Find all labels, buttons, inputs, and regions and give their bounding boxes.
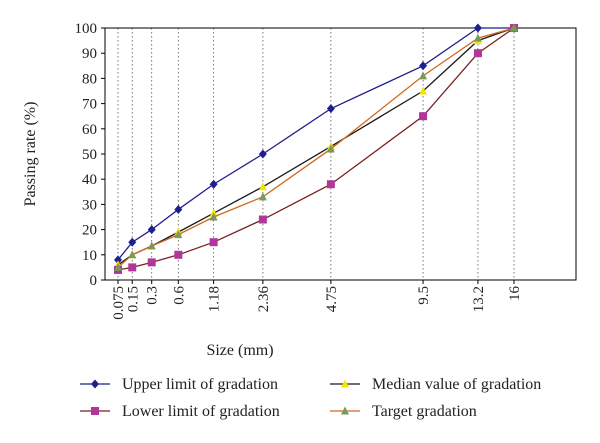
legend-label: Target gradation	[372, 403, 477, 420]
legend: Upper limit of gradation Median value of …	[80, 376, 541, 420]
target-marker	[114, 262, 122, 271]
target-marker	[419, 71, 428, 80]
target-marker	[174, 230, 183, 239]
upper-limit-marker	[473, 23, 482, 33]
target-marker	[128, 250, 137, 259]
x-tick-label: 0.3	[145, 286, 161, 305]
target-marker	[209, 212, 218, 221]
x-tick-label: 0.15	[125, 286, 141, 312]
target-marker	[258, 192, 267, 201]
target-marker	[510, 23, 518, 32]
x-tick-label: 4.75	[324, 286, 340, 312]
lower-limit-marker	[174, 250, 183, 259]
legend-label: Upper limit of gradation	[122, 376, 278, 393]
y-tick-label: 60	[82, 122, 97, 138]
target-marker	[326, 144, 335, 153]
upper-limit-line	[117, 27, 514, 261]
x-tick-label: 0.6	[171, 286, 187, 305]
series-3	[114, 23, 518, 271]
y-tick-label: 40	[82, 172, 97, 188]
legend-marker	[91, 407, 99, 415]
lower-limit-marker	[128, 263, 137, 272]
legend-item-1: Median value of gradation	[330, 376, 541, 393]
y-tick-label: 30	[82, 197, 97, 213]
median-marker	[258, 182, 267, 191]
x-axis-title: Size (mm)	[206, 342, 273, 359]
y-tick-label: 90	[82, 46, 97, 62]
y-tick-label: 10	[82, 248, 97, 264]
upper-limit-marker	[174, 204, 183, 214]
upper-limit-marker	[258, 149, 267, 159]
lower-limit-marker	[258, 215, 267, 224]
legend-label: Median value of gradation	[372, 376, 541, 393]
y-axis-ticks: 0 10 20 30 40 50 60 70 80 90 100	[75, 21, 105, 289]
median-marker	[419, 86, 428, 95]
x-tick-label: 1.18	[207, 286, 223, 312]
lower-limit-marker	[419, 112, 428, 121]
upper-limit-marker	[209, 179, 218, 189]
y-tick-label: 70	[82, 97, 97, 113]
legend-marker	[91, 379, 99, 389]
upper-limit-marker	[128, 237, 137, 247]
y-axis-title: Passing rate (%)	[22, 102, 39, 207]
upper-limit-marker	[114, 255, 122, 265]
lower-limit-marker	[147, 258, 156, 267]
series-layer	[114, 23, 518, 274]
y-tick-label: 50	[82, 147, 97, 163]
legend-item-2: Lower limit of gradation	[80, 403, 280, 420]
x-tick-label: 9.5	[416, 286, 432, 305]
lower-limit-marker	[209, 238, 218, 247]
lower-limit-line	[117, 27, 515, 271]
x-tick-label: 2.36	[256, 286, 272, 313]
upper-limit-marker	[419, 61, 428, 71]
lower-limit-marker	[473, 49, 482, 58]
legend-label: Lower limit of gradation	[122, 403, 280, 420]
y-tick-label: 20	[82, 223, 97, 239]
y-tick-label: 100	[75, 21, 98, 37]
target-marker	[473, 33, 482, 42]
legend-item-0: Upper limit of gradation	[80, 376, 278, 393]
upper-limit-marker	[326, 104, 335, 114]
target-marker	[147, 241, 156, 250]
x-tick-label: 0.075	[111, 286, 127, 320]
legend-marker	[341, 406, 349, 415]
x-tick-label: 13.2	[471, 286, 487, 312]
upper-limit-marker	[147, 225, 156, 235]
legend-marker	[341, 379, 349, 388]
y-tick-label: 0	[90, 273, 98, 289]
lower-limit-marker	[326, 180, 335, 189]
legend-item-3: Target gradation	[330, 403, 477, 420]
x-tick-label: 16	[507, 286, 523, 302]
target-line	[117, 27, 515, 268]
y-tick-label: 80	[82, 71, 97, 87]
